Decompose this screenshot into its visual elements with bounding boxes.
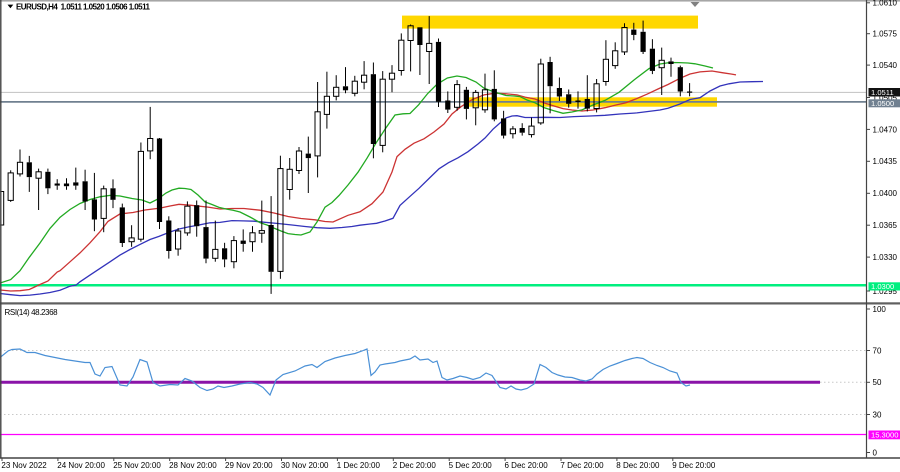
svg-text:15.3000: 15.3000 <box>871 431 898 440</box>
svg-text:30: 30 <box>873 410 882 419</box>
svg-text:1.0540: 1.0540 <box>873 61 898 70</box>
svg-text:100: 100 <box>873 305 887 314</box>
svg-text:29 Nov 20:00: 29 Nov 20:00 <box>225 461 273 470</box>
svg-text:1.0295: 1.0295 <box>873 287 898 296</box>
svg-text:0: 0 <box>873 448 878 457</box>
svg-text:EURUSD,H4 1.0511 1.0520 1.050: EURUSD,H4 1.0511 1.0520 1.0506 1.0511 <box>16 2 151 11</box>
svg-text:1.0400: 1.0400 <box>873 189 898 198</box>
svg-text:1.0300: 1.0300 <box>871 282 894 291</box>
svg-text:50: 50 <box>873 378 882 387</box>
svg-text:1.0610: 1.0610 <box>873 0 898 8</box>
svg-text:1.0365: 1.0365 <box>873 221 898 230</box>
svg-text:1.0330: 1.0330 <box>873 253 898 262</box>
svg-text:70: 70 <box>873 346 882 355</box>
svg-text:7 Dec 20:00: 7 Dec 20:00 <box>560 461 604 470</box>
svg-text:24 Nov 20:00: 24 Nov 20:00 <box>57 461 105 470</box>
svg-text:1.0470: 1.0470 <box>873 125 898 134</box>
svg-text:1 Dec 20:00: 1 Dec 20:00 <box>337 461 381 470</box>
svg-text:1.0511: 1.0511 <box>871 88 894 97</box>
svg-text:1.0575: 1.0575 <box>873 30 898 39</box>
svg-text:1.0505: 1.0505 <box>873 93 898 102</box>
svg-text:28 Nov 20:00: 28 Nov 20:00 <box>169 461 217 470</box>
svg-text:6 Dec 20:00: 6 Dec 20:00 <box>505 461 549 470</box>
svg-text:9 Dec 20:00: 9 Dec 20:00 <box>672 461 716 470</box>
svg-text:1.0435: 1.0435 <box>873 157 898 166</box>
svg-text:23 Nov 2022: 23 Nov 2022 <box>1 461 47 470</box>
svg-text:5 Dec 20:00: 5 Dec 20:00 <box>449 461 493 470</box>
svg-text:30 Nov 20:00: 30 Nov 20:00 <box>281 461 329 470</box>
svg-text:8 Dec 20:00: 8 Dec 20:00 <box>616 461 660 470</box>
svg-text:2 Dec 20:00: 2 Dec 20:00 <box>393 461 437 470</box>
svg-text:25 Nov 20:00: 25 Nov 20:00 <box>113 461 161 470</box>
svg-text:RSI(14) 48.2368: RSI(14) 48.2368 <box>5 308 59 317</box>
svg-text:1.0500: 1.0500 <box>871 99 894 108</box>
